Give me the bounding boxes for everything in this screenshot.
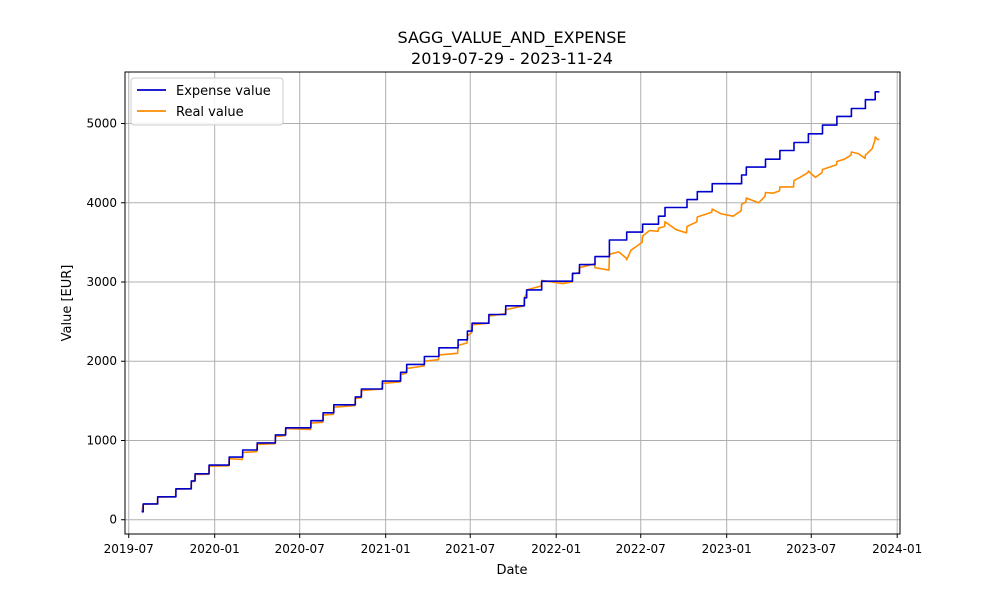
legend: Expense value Real value bbox=[130, 77, 284, 126]
series-line-real-value bbox=[141, 136, 880, 512]
chart-title: SAGG_VALUE_AND_EXPENSE bbox=[397, 28, 626, 48]
x-tick-label: 2022-01 bbox=[531, 542, 581, 556]
y-tick-label: 5000 bbox=[86, 117, 117, 131]
y-tick-label: 0 bbox=[109, 513, 117, 527]
x-tick-label: 2021-01 bbox=[361, 542, 411, 556]
x-tick-label: 2020-07 bbox=[275, 542, 325, 556]
x-tick-label: 2020-01 bbox=[190, 542, 240, 556]
plot-frame bbox=[124, 71, 901, 535]
y-tick-label: 1000 bbox=[86, 433, 117, 447]
y-axis-label: Value [EUR] bbox=[60, 265, 75, 342]
x-tick-label: 2023-01 bbox=[702, 542, 752, 556]
legend-label-expense-value: Expense value bbox=[176, 84, 271, 99]
series-line-expense-value bbox=[141, 91, 880, 513]
x-tick-label: 2019-07 bbox=[104, 542, 154, 556]
x-axis-label: Date bbox=[496, 563, 527, 578]
legend-label-real-value: Real value bbox=[176, 105, 244, 120]
chart-subtitle: 2019-07-29 - 2023-11-24 bbox=[411, 49, 613, 68]
axis-ticks: 2019-07 2020-01 2020-07 2021-01 2021-07 2022-… bbox=[86, 117, 922, 556]
legend-box bbox=[130, 77, 284, 126]
x-tick-label: 2021-07 bbox=[445, 542, 495, 556]
x-tick-label: 2023-07 bbox=[786, 542, 836, 556]
y-tick-label: 2000 bbox=[86, 354, 117, 368]
x-tick-label: 2022-07 bbox=[616, 542, 666, 556]
x-tick-label: 2024-01 bbox=[872, 542, 922, 556]
y-tick-label: 3000 bbox=[86, 275, 117, 289]
series-layer bbox=[141, 91, 880, 513]
y-tick-label: 4000 bbox=[86, 196, 117, 210]
